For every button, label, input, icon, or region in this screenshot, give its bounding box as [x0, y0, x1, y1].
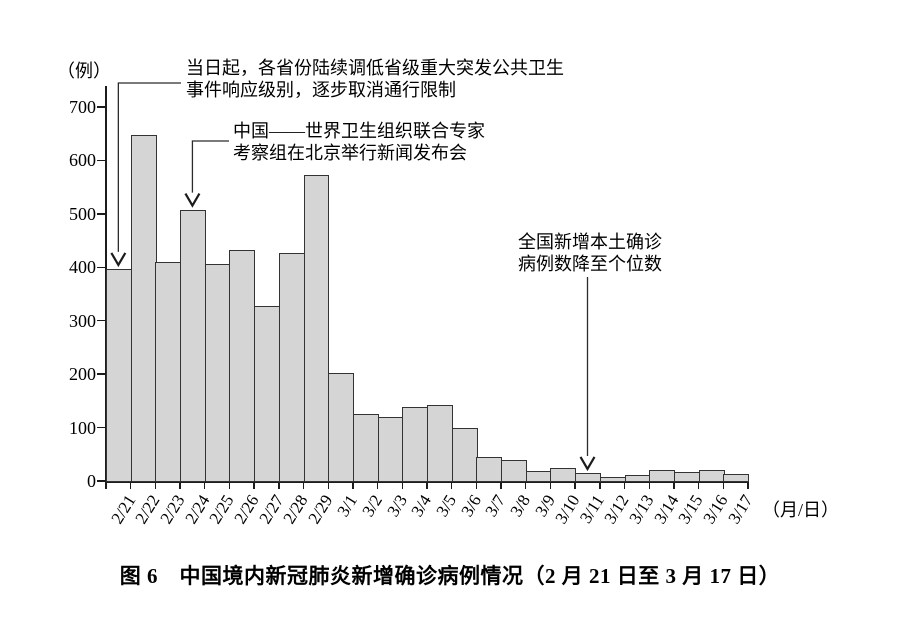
figure-caption: 图 6 中国境内新冠肺炎新增确诊病例情况（2 月 21 日至 3 月 17 日） — [119, 564, 781, 588]
bar-3-6 — [451, 428, 478, 482]
x-axis-tick — [278, 482, 280, 489]
bar-3-13 — [624, 475, 651, 482]
bar-3-7 — [476, 457, 503, 482]
y-tick-label: 500 — [69, 203, 96, 224]
y-axis-tick — [97, 480, 106, 482]
x-axis-tick — [105, 482, 107, 489]
bar-2-23 — [155, 262, 182, 482]
y-tick-label: 100 — [69, 417, 96, 438]
bar-2-22 — [130, 134, 157, 482]
x-axis-tick — [401, 482, 403, 489]
bar-3-14 — [649, 470, 676, 482]
x-tick-label: 3/17 — [581, 491, 756, 527]
x-axis-tick — [450, 482, 453, 489]
bar-2-29 — [303, 174, 330, 482]
annotation-arrowhead-3 — [579, 456, 596, 472]
x-axis-tick — [376, 482, 379, 489]
annotation-text-1: 当日起，各省份陆续调低省级重大突发公共卫生 事件响应级别，逐步取消通行限制 — [186, 58, 564, 100]
x-axis-tick — [549, 482, 552, 489]
x-axis-tick — [426, 482, 428, 489]
annotation-arrowhead-1 — [110, 252, 127, 268]
bar-3-1 — [328, 373, 355, 482]
bar-2-28 — [278, 252, 305, 482]
x-axis-tick — [673, 482, 675, 489]
y-tick-label: 700 — [69, 97, 96, 117]
bar-3-4 — [402, 406, 429, 482]
y-axis-tick — [97, 213, 106, 215]
bar-3-5 — [427, 404, 453, 482]
y-axis-tick — [97, 266, 106, 268]
bar-2-25 — [204, 264, 231, 482]
bar-3-10 — [550, 468, 577, 482]
annotation-text-2: 中国——世界卫生组织联合专家 考察组在北京举行新闻发布会 — [233, 121, 485, 163]
x-axis-tick — [623, 482, 626, 489]
x-axis-tick — [525, 482, 527, 489]
x-axis-tick — [574, 482, 576, 489]
y-axis-tick — [97, 159, 106, 162]
x-axis-tick — [327, 482, 329, 489]
bar-2-26 — [229, 249, 256, 482]
x-axis-tick — [253, 482, 255, 489]
x-tick-label-text: 3/17 — [724, 491, 757, 528]
y-axis-tick — [97, 426, 106, 429]
y-tick-label: 600 — [69, 150, 96, 171]
x-axis-tick — [747, 482, 749, 489]
x-axis-tick — [228, 482, 231, 489]
y-tick-label: 300 — [69, 310, 96, 331]
bar-3-8 — [501, 459, 527, 482]
x-axis-tick — [599, 482, 601, 489]
x-axis-tick — [204, 482, 206, 489]
x-axis-tick — [648, 482, 650, 489]
x-axis-tick — [697, 482, 700, 489]
x-axis-tick — [722, 482, 724, 489]
y-tick-label: 200 — [69, 364, 96, 385]
x-axis-tick — [154, 482, 157, 489]
annotation-text-3: 全国新增本土确诊 病例数降至个位数 — [518, 232, 662, 274]
x-axis-tick — [352, 482, 354, 489]
bar-3-15 — [673, 472, 700, 482]
x-axis-unit-label: （月/日） — [762, 500, 840, 520]
x-axis-tick — [475, 482, 478, 489]
bar-3-17 — [723, 474, 750, 482]
bar-2-21 — [106, 268, 132, 482]
bar-3-12 — [599, 476, 626, 482]
y-tick-label: 400 — [69, 257, 96, 278]
annotation-connector-2 — [191, 140, 229, 193]
bar-3-9 — [525, 470, 552, 482]
x-axis-tick — [500, 482, 502, 489]
y-axis-tick — [97, 320, 106, 322]
x-axis-tick — [129, 482, 132, 489]
bar-3-11 — [575, 472, 602, 482]
y-axis-tick — [97, 373, 106, 375]
x-axis-tick — [179, 482, 181, 489]
annotation-arrowhead-2 — [184, 193, 201, 208]
bar-2-27 — [254, 306, 281, 482]
y-axis-unit-label: （例） — [57, 61, 111, 81]
y-tick-label: 0 — [87, 471, 96, 491]
bar-3-3 — [377, 417, 404, 482]
bar-2-24 — [180, 209, 206, 482]
bar-3-16 — [698, 469, 725, 482]
x-axis-tick — [302, 482, 305, 489]
y-axis-tick — [97, 106, 106, 108]
bar-3-2 — [352, 414, 379, 482]
